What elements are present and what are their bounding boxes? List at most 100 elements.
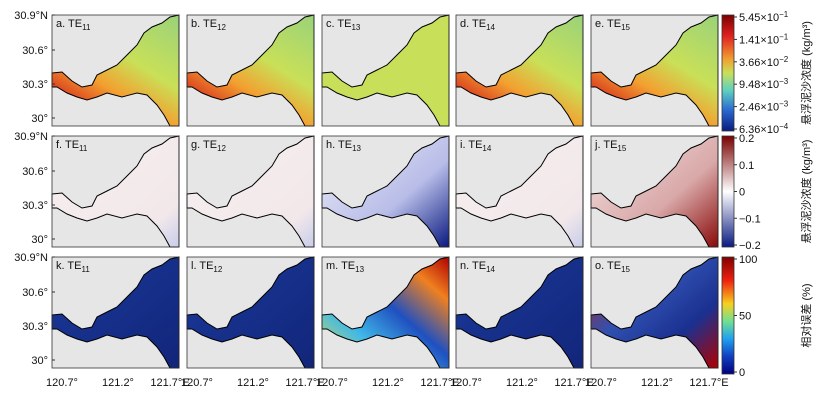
tick-base: 9.48×10 bbox=[739, 79, 779, 91]
colorbar-tick-label: 0.1 bbox=[739, 160, 754, 172]
panel-label: h. TE13 bbox=[326, 139, 362, 153]
colorbar-tick-label: −0.1 bbox=[739, 213, 761, 225]
panel-label-text: c. TE bbox=[326, 18, 351, 30]
colorbar bbox=[721, 135, 735, 248]
panel-label: i. TE14 bbox=[460, 139, 492, 153]
tick-exponent: −1 bbox=[779, 32, 789, 41]
y-tick-label: 30° bbox=[31, 113, 48, 125]
map-panel: o. TE15 bbox=[590, 256, 719, 369]
map-panel: g. TE12 bbox=[186, 135, 315, 248]
tick-base: 6.36×10 bbox=[739, 124, 779, 136]
panel-label-subscript: 13 bbox=[352, 144, 361, 153]
panel-frame bbox=[51, 256, 180, 369]
panel-label: j. TE15 bbox=[594, 139, 627, 153]
x-tick-label: 120.7° bbox=[450, 377, 482, 389]
panel-label-text: i. TE bbox=[460, 139, 482, 151]
x-tick-label: 121.2° bbox=[237, 377, 269, 389]
panel-label: n. TE14 bbox=[460, 260, 496, 274]
panel-label-text: j. TE bbox=[594, 139, 617, 151]
colorbar-tick-label: 50 bbox=[739, 311, 751, 323]
map-panel: b. TE12 bbox=[186, 14, 315, 127]
panel-frame bbox=[321, 135, 450, 248]
panel-label-subscript: 15 bbox=[621, 265, 630, 274]
panel-label-subscript: 14 bbox=[486, 23, 495, 32]
panel-label: l. TE12 bbox=[191, 260, 223, 274]
colorbar-tick-label: 9.48×10−3 bbox=[739, 77, 789, 91]
y-tick-label: 30.3° bbox=[22, 79, 48, 91]
panel-label: o. TE15 bbox=[595, 260, 631, 274]
colorbar bbox=[721, 14, 735, 132]
panel-frame bbox=[455, 14, 584, 127]
colorbar-tick-label: 2.46×10−3 bbox=[739, 100, 789, 114]
panel-label: k. TE11 bbox=[56, 260, 90, 274]
y-tick-label: 30.9°N bbox=[14, 252, 48, 264]
x-tick-label: 121.7°E bbox=[285, 377, 324, 389]
panel-frame bbox=[590, 135, 719, 248]
panel-label-subscript: 14 bbox=[482, 144, 491, 153]
map-panel: d. TE14 bbox=[455, 14, 584, 127]
colorbar-tick-label: 5.45×10−1 bbox=[739, 10, 789, 24]
panel-frame bbox=[590, 256, 719, 369]
panel-frame bbox=[590, 14, 719, 127]
tick-exponent: −2 bbox=[779, 55, 789, 64]
colorbar-tick-label: 6.36×10−4 bbox=[739, 122, 789, 136]
panel-label-subscript: 11 bbox=[81, 265, 90, 274]
panel-label-subscript: 12 bbox=[213, 265, 222, 274]
colorbar-title: 悬浮泥沙浓度 (kg/m³) bbox=[799, 21, 813, 125]
map-panel: f. TE11 bbox=[51, 135, 180, 248]
panel-label-text: f. TE bbox=[56, 139, 79, 151]
panel-label-subscript: 11 bbox=[82, 23, 91, 32]
panel-label: d. TE14 bbox=[460, 18, 496, 32]
panel-label-text: n. TE bbox=[460, 260, 486, 272]
map-panel: i. TE14 bbox=[455, 135, 584, 248]
panel-label-text: a. TE bbox=[56, 18, 82, 30]
colorbar-title: 相对误差 (%) bbox=[799, 283, 813, 347]
x-tick-label: 120.7° bbox=[181, 377, 213, 389]
panel-label-subscript: 12 bbox=[217, 144, 226, 153]
x-tick-label: 121.2° bbox=[641, 377, 673, 389]
panel-label-text: e. TE bbox=[595, 18, 621, 30]
panel-label-subscript: 15 bbox=[621, 23, 630, 32]
panel-frame bbox=[186, 135, 315, 248]
colorbar-tick-label: 0 bbox=[739, 187, 745, 199]
panel-label-subscript: 13 bbox=[355, 265, 364, 274]
map-panel: l. TE12 bbox=[186, 256, 315, 369]
map-panel: h. TE13 bbox=[321, 135, 450, 248]
colorbar bbox=[721, 256, 735, 375]
tick-base: 1.41×10 bbox=[739, 34, 779, 46]
panel-frame bbox=[186, 14, 315, 127]
map-panel: c. TE13 bbox=[321, 14, 450, 127]
y-tick-label: 30.3° bbox=[22, 200, 48, 212]
panel-label-text: l. TE bbox=[191, 260, 213, 272]
map-panel: j. TE15 bbox=[590, 135, 719, 248]
panel-label: a. TE11 bbox=[56, 18, 91, 32]
x-tick-label: 121.2° bbox=[506, 377, 538, 389]
panel-label-subscript: 13 bbox=[351, 23, 360, 32]
panel-label-subscript: 11 bbox=[79, 144, 88, 153]
y-tick-label: 30.3° bbox=[22, 321, 48, 333]
panel-label: m. TE13 bbox=[326, 260, 365, 274]
x-tick-label: 120.7° bbox=[585, 377, 617, 389]
panel-frame bbox=[321, 256, 450, 369]
panel-frame bbox=[321, 14, 450, 127]
panel-frame bbox=[455, 135, 584, 248]
tick-exponent: −1 bbox=[779, 10, 789, 19]
y-tick-label: 30.9°N bbox=[14, 131, 48, 143]
panel-label-text: d. TE bbox=[460, 18, 486, 30]
map-panel: n. TE14 bbox=[455, 256, 584, 369]
panel-frame bbox=[186, 256, 315, 369]
colorbar-tick-label: 1.41×10−1 bbox=[739, 32, 789, 46]
tick-exponent: −3 bbox=[779, 77, 789, 86]
panel-label-text: k. TE bbox=[56, 260, 81, 272]
map-panel: m. TE13 bbox=[321, 256, 450, 369]
x-tick-label: 121.7°E bbox=[554, 377, 593, 389]
y-tick-label: 30.6° bbox=[22, 287, 48, 299]
map-panel: k. TE11 bbox=[51, 256, 180, 369]
panel-frame bbox=[51, 135, 180, 248]
panel-label: g. TE12 bbox=[191, 139, 227, 153]
colorbar-title: 悬浮泥沙浓度 (kg/m³) bbox=[799, 140, 813, 244]
colorbar-tick-label: 0 bbox=[739, 367, 745, 379]
panel-label: b. TE12 bbox=[191, 18, 227, 32]
map-panel: a. TE11 bbox=[51, 14, 180, 127]
panel-frame bbox=[455, 256, 584, 369]
